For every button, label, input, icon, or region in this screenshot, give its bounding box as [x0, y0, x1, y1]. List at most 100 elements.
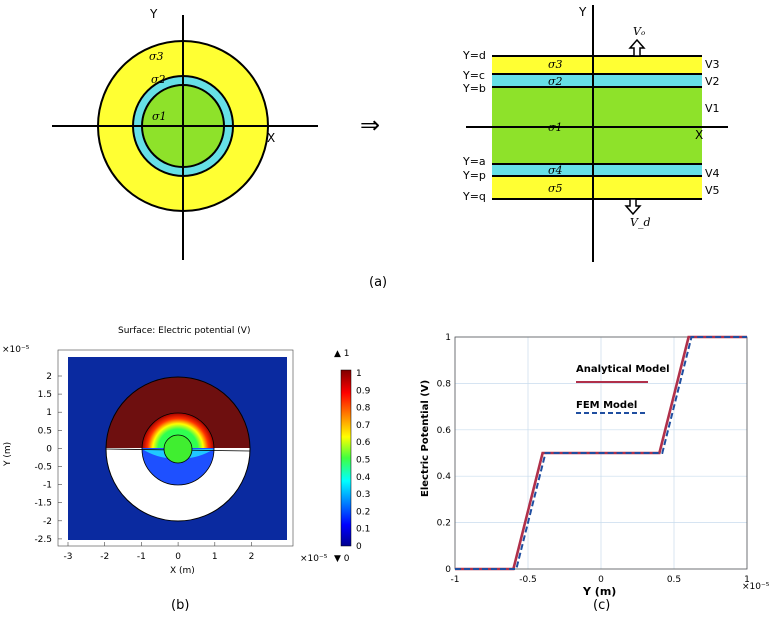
top-electrode-arrow: [628, 38, 646, 57]
fem-y-tick-label: 1.5: [38, 390, 52, 400]
fem-x-tick-label: -3: [64, 552, 73, 562]
fem-x-tick-label: 0: [175, 552, 181, 562]
circle-y-label: Y: [149, 7, 158, 21]
label-y-a: Y=a: [462, 155, 486, 168]
label-v5: V5: [705, 184, 720, 197]
slab-layer-5: [492, 176, 702, 199]
plot-c-x-tick-label: 0.5: [667, 575, 681, 585]
fem-x-exponent: ×10⁻⁵: [300, 554, 328, 564]
slab-layer-3: [492, 56, 702, 74]
colorbar-tick-label: 0.5: [356, 456, 370, 466]
caption-b: (b): [171, 598, 189, 613]
colorbar-tick-label: 0.8: [356, 404, 371, 414]
plot-c-y-ticks: 0 0.2 0.4 0.6 0.8 1: [437, 333, 452, 575]
legend-fem-label: FEM Model: [576, 400, 637, 411]
colorbar-max: ▲ 1: [334, 349, 350, 359]
colorbar-tick-label: 0.3: [356, 490, 370, 500]
sigma3-label: σ3: [149, 50, 164, 63]
colorbar-tick-label: 0.1: [356, 525, 370, 535]
label-y-d: Y=d: [462, 49, 486, 62]
colorbar-tick-label: 0: [356, 542, 362, 552]
panel-c: -1 -0.5 0 0.5 1 0 0.2 0.4 0.6 0.8 1 Analytical Mo…: [420, 333, 769, 613]
fem-y-tick-label: 2: [46, 372, 52, 382]
bottom-electrode-label: V_d: [630, 216, 651, 229]
circle-x-label: X: [267, 131, 275, 145]
legend-analytical-label: Analytical Model: [576, 364, 670, 375]
slab-layer-4: [492, 164, 702, 176]
fem-y-exponent: ×10⁻⁵: [2, 345, 30, 355]
slab-sigma2: σ2: [548, 75, 563, 88]
series-fem-line: [455, 336, 747, 570]
transform-arrow: ⇒: [360, 111, 380, 139]
bottom-electrode-arrow: [624, 198, 642, 216]
plot-c-y-tick-label: 0.2: [437, 519, 451, 529]
label-y-b: Y=b: [462, 82, 486, 95]
fem-xlabel: X (m): [170, 566, 195, 576]
label-v3: V3: [705, 58, 720, 71]
fem-y-ticks: 2 1.5 1 0.5 0 -0.5 -1 -1.5 -2 -2.5: [34, 372, 62, 545]
fem-y-tick-label: -2.5: [34, 535, 52, 545]
sigma1-label: σ1: [152, 110, 167, 123]
label-v1: V1: [705, 102, 720, 115]
label-v2: V2: [705, 75, 720, 88]
colorbar-tick-label: 0.6: [356, 438, 371, 448]
slab-diagram: Y X Vₒ V_d Y=d Y=c Y=b Y=a Y=p Y=q V3 V2…: [462, 5, 728, 262]
colorbar-tick-label: 0.4: [356, 473, 371, 483]
fem-x-tick-label: -1: [137, 552, 146, 562]
plot-c-y-tick-label: 1: [445, 333, 451, 343]
plot-c-x-tick-label: 0: [598, 575, 604, 585]
slab-y-label: Y: [578, 5, 587, 19]
sigma2-label: σ2: [151, 73, 166, 86]
fem-y-tick-label: -1.5: [34, 499, 52, 509]
fem-y-tick-label: 0.5: [38, 426, 52, 436]
slab-boundaries: [492, 55, 702, 200]
plot-c-y-tick-label: 0.4: [437, 472, 452, 482]
panel-a: Y X σ3 σ2 σ1 ⇒ Y X: [52, 5, 728, 290]
label-v4: V4: [705, 167, 720, 180]
fem-x-tick-label: -2: [100, 552, 109, 562]
fem-title: Surface: Electric potential (V): [118, 326, 250, 336]
plot-c-xlabel: Y (m): [582, 585, 616, 598]
slab-x-label: X: [695, 128, 703, 142]
plot-c-ylabel: Electric Potential (V): [420, 380, 431, 497]
fem-x-tick-label: 1: [212, 552, 218, 562]
plot-c-x-exponent: ×10⁻⁵: [742, 582, 769, 592]
fem-x-ticks: -3 -2 -1 0 1 2: [64, 542, 255, 562]
label-y-c: Y=c: [462, 69, 485, 82]
colorbar-tick-label: 1: [356, 369, 362, 379]
colorbar-tick-label: 0.9: [356, 386, 371, 396]
fem-y-tick-label: 1: [46, 408, 52, 418]
plot-c-y-tick-label: 0.8: [437, 379, 452, 389]
circle-diagram: Y X σ3 σ2 σ1: [52, 7, 318, 260]
colorbar-tick-label: 0.7: [356, 421, 370, 431]
plot-c-x-tick-label: -0.5: [519, 575, 537, 585]
plot-c-y-tick-label: 0: [445, 565, 451, 575]
fem-ylabel: Y (m): [3, 442, 13, 467]
panel-b: Surface: Electric potential (V) 2 1.5 1 0.5…: [2, 326, 371, 613]
top-electrode-label: Vₒ: [633, 25, 645, 38]
caption-c: (c): [593, 598, 610, 613]
upper-shell: [105, 376, 251, 448]
plot-c-x-ticks: -1 -0.5 0 0.5 1: [451, 575, 750, 585]
plot-c-series: [455, 335, 747, 571]
colorbar-tick-label: 0.2: [356, 507, 370, 517]
caption-a: (a): [369, 275, 387, 290]
label-y-q: Y=q: [462, 190, 486, 203]
potential-ring: [141, 412, 215, 448]
colorbar-min: ▼ 0: [334, 554, 350, 564]
fem-y-tick-label: 0: [46, 444, 52, 454]
plot-c-x-tick-label: 1: [744, 575, 750, 585]
fem-y-tick-label: -2: [43, 517, 52, 527]
slab-layer-1: [492, 87, 702, 164]
fem-core: [163, 434, 193, 464]
slab-sigma4: σ4: [548, 164, 563, 177]
label-y-p: Y=p: [462, 169, 486, 182]
plot-c-frame: [454, 336, 748, 570]
fem-x-tick-label: 2: [249, 552, 255, 562]
slab-sigma3: σ3: [548, 58, 563, 71]
plot-c-x-tick-label: -1: [451, 575, 460, 585]
fem-y-tick-label: -0.5: [34, 463, 52, 473]
slab-sigma5: σ5: [548, 182, 563, 195]
slab-sigma1: σ1: [548, 121, 563, 134]
plot-c-y-tick-label: 0.6: [437, 426, 452, 436]
